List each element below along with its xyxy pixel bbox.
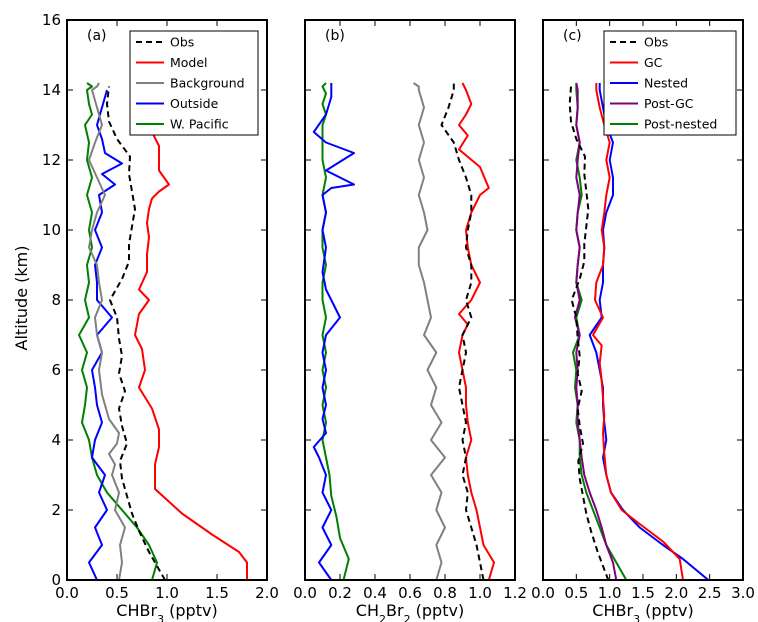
y-tick-label: 14 (42, 81, 61, 99)
legend-label: Obs (644, 35, 668, 50)
panel-label: (b) (325, 28, 345, 44)
series-line-model (458, 82, 495, 580)
y-tick-label: 10 (42, 221, 61, 239)
x-axis-label: CH2Br2 (pptv) (356, 601, 464, 622)
y-axis-label: Altitude (km) (12, 246, 31, 351)
x-tick-label: 0.5 (105, 584, 129, 602)
x-tick-label: 2.0 (255, 584, 279, 602)
series-line-background (88, 82, 126, 580)
series-line-w-pacific (321, 82, 350, 580)
x-tick-label: 0.4 (363, 584, 387, 602)
x-tick-label: 1.5 (205, 584, 229, 602)
x-tick-label: 1.0 (598, 584, 622, 602)
series-line-w-pacific (78, 82, 158, 580)
panel-3: 0.0 0.5 1.0 1.5 2.0 2.5 3.0 (c) CHBr3 (pptv) Obs G… (531, 19, 755, 622)
legend-label: Post-GC (644, 96, 694, 111)
axes-frame (304, 19, 516, 581)
x-tick-label: 0.6 (398, 584, 422, 602)
x-tick-label: 0.8 (433, 584, 457, 602)
legend-label: Nested (644, 76, 688, 91)
series-line-obs (568, 86, 610, 580)
legend: Obs GC Nested Post-GC Post-nested (603, 30, 737, 136)
series-line-outside (88, 89, 123, 580)
series-line-background (412, 82, 446, 580)
series-line-gc (592, 83, 684, 580)
series-line-obs (440, 83, 485, 580)
x-tick-label: 1.0 (155, 584, 179, 602)
y-tick-label: 6 (51, 361, 61, 379)
x-tick-label: 0.2 (328, 584, 352, 602)
x-tick-label: 2.0 (664, 584, 688, 602)
x-tick-label: 0.5 (564, 584, 588, 602)
x-tick-label: 1.5 (631, 584, 655, 602)
y-tick-label: 2 (51, 501, 61, 519)
legend-label: GC (644, 55, 663, 70)
series-group (78, 82, 248, 580)
panel-1: 0.0 0.5 1.0 1.5 2.0 0 2 4 6 8 10 12 14 16 (a) CHBr3 (pp… (42, 11, 279, 622)
y-tick-label: 16 (42, 11, 61, 29)
panel-2: 0.0 0.2 0.4 0.6 0.8 1.0 1.2 (b) CH2Br2 (pptv) (293, 19, 527, 622)
series-line-obs (106, 86, 166, 580)
series-line-outside (312, 83, 355, 580)
legend-label: W. Pacific (170, 117, 229, 132)
legend-label: Model (170, 55, 208, 70)
legend-label: Background (170, 76, 245, 91)
panel-label: (a) (87, 28, 107, 44)
x-tick-label: 2.5 (698, 584, 722, 602)
series-line-model (131, 86, 248, 580)
x-tick-label: 0.0 (531, 584, 555, 602)
x-axis-label: CHBr3 (pptv) (592, 601, 693, 622)
legend-label: Obs (170, 35, 194, 50)
series-group (568, 82, 709, 580)
x-axis-label: CHBr3 (pptv) (116, 601, 217, 622)
x-tick-label: 1.2 (503, 584, 527, 602)
panel-label: (c) (563, 28, 582, 44)
y-tick-label: 4 (51, 431, 61, 449)
series-group (312, 82, 495, 580)
x-tick-label: 1.0 (468, 584, 492, 602)
x-tick-label: 3.0 (731, 584, 755, 602)
y-tick-label: 12 (42, 151, 61, 169)
y-tick-label: 8 (51, 291, 61, 309)
legend-label: Post-nested (644, 117, 717, 132)
legend-label: Outside (170, 96, 219, 111)
y-tick-label: 0 (51, 571, 61, 589)
legend: Obs Model Background Outside W. Pacific (129, 30, 259, 136)
x-tick-label: 0.0 (55, 584, 79, 602)
x-tick-label: 0.0 (293, 584, 317, 602)
